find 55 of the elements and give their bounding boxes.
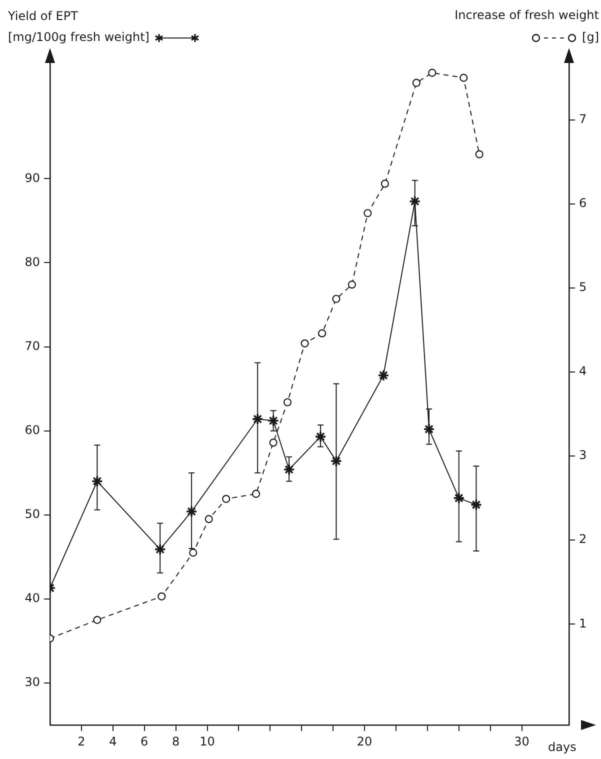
x-tick-label: 20 xyxy=(356,734,372,748)
y-tick-label: 90 xyxy=(24,170,40,185)
y-tick-label: 80 xyxy=(24,254,40,269)
x-axis-title: days xyxy=(548,740,576,754)
point xyxy=(428,68,436,77)
x-tick-label: 4 xyxy=(109,734,117,748)
y2-tick-label: 4 xyxy=(579,364,587,378)
point xyxy=(378,369,390,382)
point xyxy=(186,506,198,518)
y2-tick-label: 5 xyxy=(579,280,587,294)
y-tick-label: 60 xyxy=(24,422,40,437)
y2-tick-label: 6 xyxy=(579,196,587,210)
point xyxy=(318,329,326,338)
y2-axis-title: Increase of fresh weight [g] xyxy=(454,8,599,44)
point xyxy=(453,492,465,504)
point xyxy=(189,548,198,557)
point xyxy=(158,592,166,600)
y-tick-label: 40 xyxy=(24,591,40,606)
point xyxy=(252,490,260,498)
x-tick-label: 10 xyxy=(200,734,215,748)
point xyxy=(93,616,102,624)
point xyxy=(330,455,342,467)
point xyxy=(314,430,326,443)
y2-tick-label: 3 xyxy=(579,448,587,462)
y2-tick-label: 1 xyxy=(579,616,587,630)
point xyxy=(408,195,421,208)
y-tick-label: 70 xyxy=(24,338,40,353)
point xyxy=(332,294,340,303)
x-tick-label: 8 xyxy=(172,734,180,748)
point xyxy=(283,464,295,476)
point xyxy=(460,74,468,82)
point xyxy=(412,78,420,87)
x-tick-label: 2 xyxy=(78,734,86,748)
point xyxy=(423,423,435,436)
point xyxy=(300,339,309,348)
point xyxy=(283,398,292,406)
point xyxy=(91,475,104,488)
point xyxy=(380,180,390,188)
point xyxy=(348,280,356,289)
x-tick-label: 30 xyxy=(514,734,530,748)
point xyxy=(364,209,372,218)
point xyxy=(154,543,166,556)
point xyxy=(267,414,280,427)
point xyxy=(470,498,482,511)
y2-tick-label: 2 xyxy=(579,532,587,546)
point xyxy=(204,515,213,524)
y2-tick-label: 7 xyxy=(579,112,587,126)
point xyxy=(269,438,278,447)
y-tick-label: 30 xyxy=(24,675,40,690)
point xyxy=(222,494,230,503)
point xyxy=(252,413,264,425)
y-tick-label: 50 xyxy=(24,507,40,521)
x-tick-label: 6 xyxy=(140,734,148,748)
y-axis-title: Yield of EPT [mg/100g fresh weight] xyxy=(8,9,150,44)
point xyxy=(475,150,484,158)
